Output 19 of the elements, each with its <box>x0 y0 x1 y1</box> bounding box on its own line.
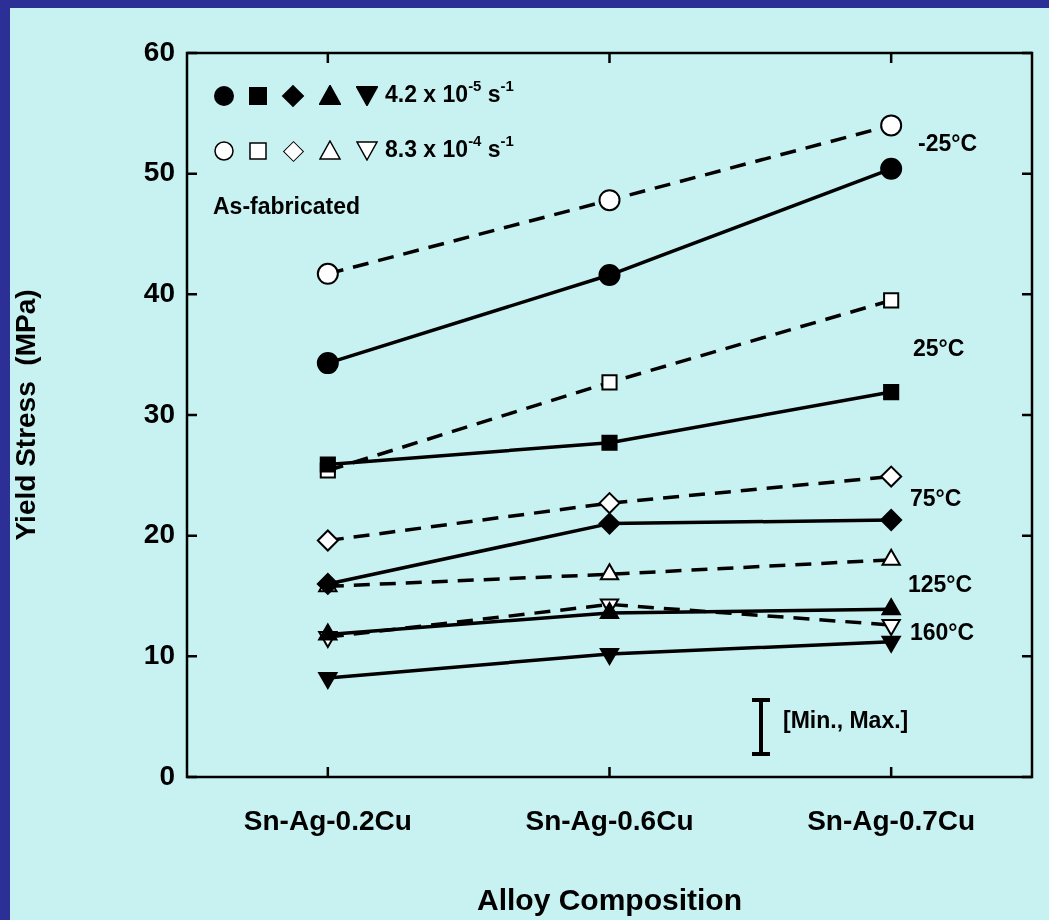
y-tick-label: 0 <box>159 759 175 791</box>
annotation: [Min., Max.] <box>783 707 909 734</box>
y-tick-label: 40 <box>143 277 175 309</box>
y-tick-label: 50 <box>143 156 175 188</box>
y-axis-title: Yield Stress (MPa) <box>9 289 41 541</box>
y-tick-label: 60 <box>143 35 175 67</box>
x-tick-label: Sn-Ag-0.6Cu <box>525 804 694 836</box>
y-tick-label: 10 <box>143 639 175 671</box>
annotation: 125°C <box>908 571 973 598</box>
x-tick-label: Sn-Ag-0.2Cu <box>243 804 412 836</box>
annotation: As-fabricated <box>213 193 360 220</box>
annotation: 75°C <box>910 485 962 512</box>
annotation: 25°C <box>913 335 965 362</box>
x-axis-title: Alloy Composition <box>477 883 742 917</box>
annotation: -25°C <box>918 130 978 157</box>
x-tick-label: Sn-Ag-0.7Cu <box>807 804 976 836</box>
y-tick-label: 30 <box>143 397 175 429</box>
annotation: 160°C <box>910 619 975 646</box>
y-tick-label: 20 <box>143 518 175 550</box>
